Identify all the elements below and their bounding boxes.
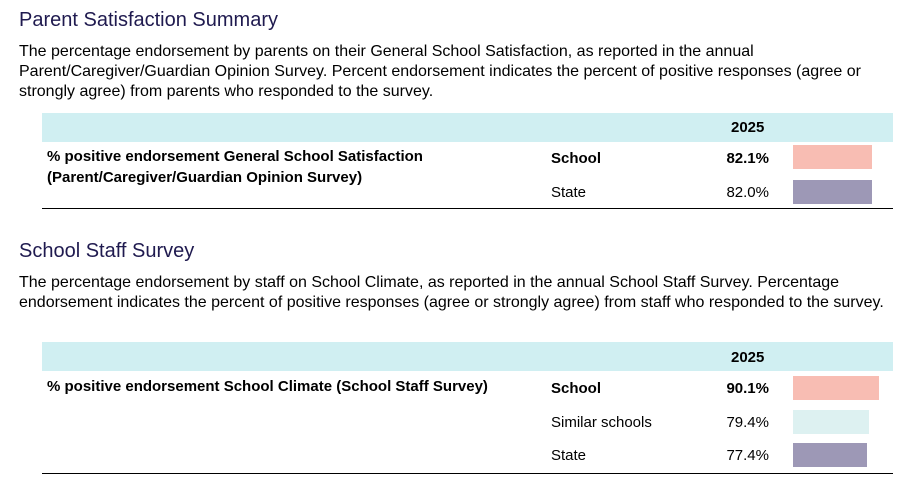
year-header: 2025 [731, 119, 765, 136]
section-title-parent-satisfaction: Parent Satisfaction Summary [19, 9, 278, 31]
table-bottom-rule [42, 473, 893, 474]
row-label-school: School [551, 380, 602, 397]
table-header-parent-satisfaction [42, 113, 893, 142]
bar-state [793, 180, 872, 204]
row-value-state: 77.4% [726, 447, 769, 464]
row-label-state: State [551, 184, 587, 201]
row-label-state: State [551, 447, 587, 464]
row-value-school: 90.1% [726, 380, 769, 397]
row-label-school: School [551, 150, 602, 167]
table-header-staff-survey [42, 342, 893, 371]
year-header: 2025 [731, 349, 765, 366]
row-value-state: 82.0% [726, 184, 769, 201]
metric-label: % positive endorsement School Climate (S… [47, 378, 488, 395]
bar-similar-schools [793, 410, 869, 434]
section-description-staff-survey: The percentage endorsement by staff on S… [19, 274, 884, 311]
section-description-parent-satisfaction: The percentage endorsement by parents on… [19, 43, 861, 100]
row-value-similar-schools: 79.4% [726, 414, 769, 431]
row-label-similar-schools: Similar schools [551, 414, 652, 431]
bar-school [793, 145, 872, 169]
metric-label: % positive endorsement General School Sa… [47, 148, 423, 186]
row-value-school: 82.1% [726, 150, 769, 167]
section-title-staff-survey: School Staff Survey [19, 240, 195, 262]
table-bottom-rule [42, 208, 893, 209]
bar-state [793, 443, 867, 467]
bar-school [793, 376, 879, 400]
